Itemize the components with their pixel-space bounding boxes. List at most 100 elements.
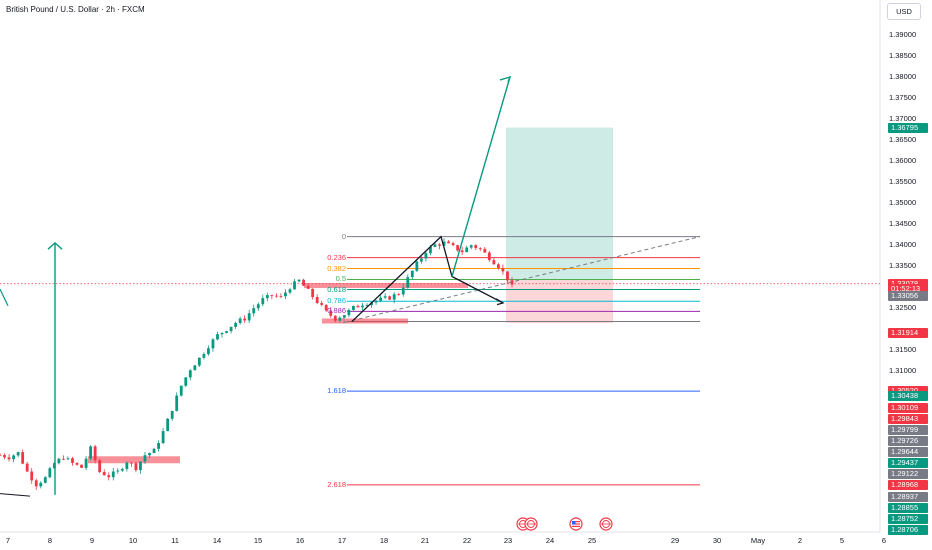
candle-body (270, 295, 274, 296)
candle-body (98, 460, 102, 473)
trendline-dashed (344, 236, 701, 323)
candle-body (75, 462, 79, 465)
price-axis-label: 1.37000 (889, 114, 917, 123)
candle-body (139, 461, 142, 471)
candle-body (320, 303, 324, 305)
time-axis-label: 25 (587, 536, 597, 545)
candle-body (347, 309, 351, 316)
price-axis-label: 1.39000 (889, 30, 917, 39)
candle-body (129, 462, 133, 464)
price-axis-label: 1.36500 (889, 135, 917, 144)
candle-body (202, 354, 206, 358)
candle-body (401, 287, 405, 295)
candle-body (456, 245, 460, 251)
candle-body (48, 468, 52, 478)
candle-body (25, 463, 29, 472)
candle-body (388, 296, 392, 300)
candle-body (315, 297, 319, 304)
candle-body (43, 477, 47, 483)
candle-body (415, 261, 419, 271)
time-axis-label: 8 (47, 536, 53, 545)
candle-body (211, 339, 215, 349)
economic-event-icon[interactable] (524, 517, 538, 531)
price-badge: 01:52:13 (888, 283, 928, 294)
candle-body (93, 446, 97, 461)
candle-body (39, 482, 43, 487)
candle-body (352, 305, 355, 310)
candle-body (356, 305, 360, 308)
fib-level-label: 2.618 (327, 479, 346, 489)
price-badge: 1.28937 (888, 491, 928, 502)
candle-body (216, 334, 219, 340)
price-badge: 1.33078 (888, 278, 928, 289)
price-axis-label: 1.37500 (889, 93, 917, 102)
time-axis-label: 29 (670, 536, 680, 545)
candle-body (501, 268, 505, 272)
price-badge: 1.29122 (888, 469, 928, 480)
candle-body (193, 365, 197, 371)
candle-body (274, 295, 278, 297)
candle-body (21, 452, 25, 464)
price-badge: 1.31914 (888, 327, 928, 338)
candle-body (84, 458, 88, 468)
candle-body (197, 357, 201, 366)
candle-body (474, 245, 478, 249)
fib-level-label: 0.382 (327, 263, 346, 273)
time-axis-label: 18 (379, 536, 389, 545)
candle-body (293, 281, 296, 290)
time-axis-label: 5 (839, 536, 845, 545)
economic-event-icon[interactable] (599, 517, 613, 531)
candle-body (225, 331, 228, 333)
candle-body (338, 317, 342, 321)
currency-button[interactable]: USD (887, 3, 921, 20)
price-badge: 1.30520 (888, 386, 928, 397)
symbol-title[interactable]: British Pound / U.S. Dollar · 2h · FXCM (6, 5, 145, 14)
candle-body (451, 243, 455, 246)
supply-zone (304, 283, 468, 289)
candle-body (447, 241, 450, 244)
candle-body (71, 458, 74, 463)
candle-body (243, 318, 247, 321)
price-badge: 1.29644 (888, 447, 928, 458)
candle-body (16, 452, 20, 456)
candle-body (306, 285, 310, 289)
candle-body (333, 315, 337, 321)
demand-zone (322, 318, 408, 324)
us-flag-event-icon[interactable] (569, 517, 583, 531)
time-axis-label: 15 (253, 536, 263, 545)
candle-body (30, 471, 34, 481)
price-badge: 1.29726 (888, 435, 928, 446)
price-badge: 1.28855 (888, 502, 928, 513)
time-axis-label: 22 (462, 536, 472, 545)
price-badge: 1.30109 (888, 402, 928, 413)
candle-body (207, 348, 210, 355)
projection-arrow (451, 76, 511, 277)
price-badge: 1.28706 (888, 524, 928, 535)
projection-arrow-edge (0, 288, 9, 307)
candle-body (492, 260, 496, 265)
candle-body (429, 246, 432, 254)
price-badge: 1.29437 (888, 458, 928, 469)
candle-body (66, 458, 70, 460)
candle-body (12, 455, 15, 460)
price-axis-label: 1.36000 (889, 156, 917, 165)
fib-level-label: 0.5 (335, 274, 346, 284)
candle-body (297, 279, 301, 282)
candle-body (406, 277, 410, 288)
candle-body (256, 304, 260, 309)
candle-body (365, 305, 369, 306)
candle-body (234, 323, 238, 327)
projection-arrow-head (499, 75, 512, 83)
price-axis-label: 1.32500 (889, 303, 917, 312)
candle-body (161, 431, 165, 444)
candle-body (89, 446, 93, 459)
candle-body (252, 308, 256, 314)
candle-body (80, 464, 83, 468)
candle-body (469, 245, 473, 248)
candle-body (374, 300, 378, 303)
fib-level-label: 0.236 (327, 252, 346, 262)
candle-body (57, 458, 61, 464)
candle-body (107, 475, 111, 478)
candle-body (433, 244, 437, 247)
